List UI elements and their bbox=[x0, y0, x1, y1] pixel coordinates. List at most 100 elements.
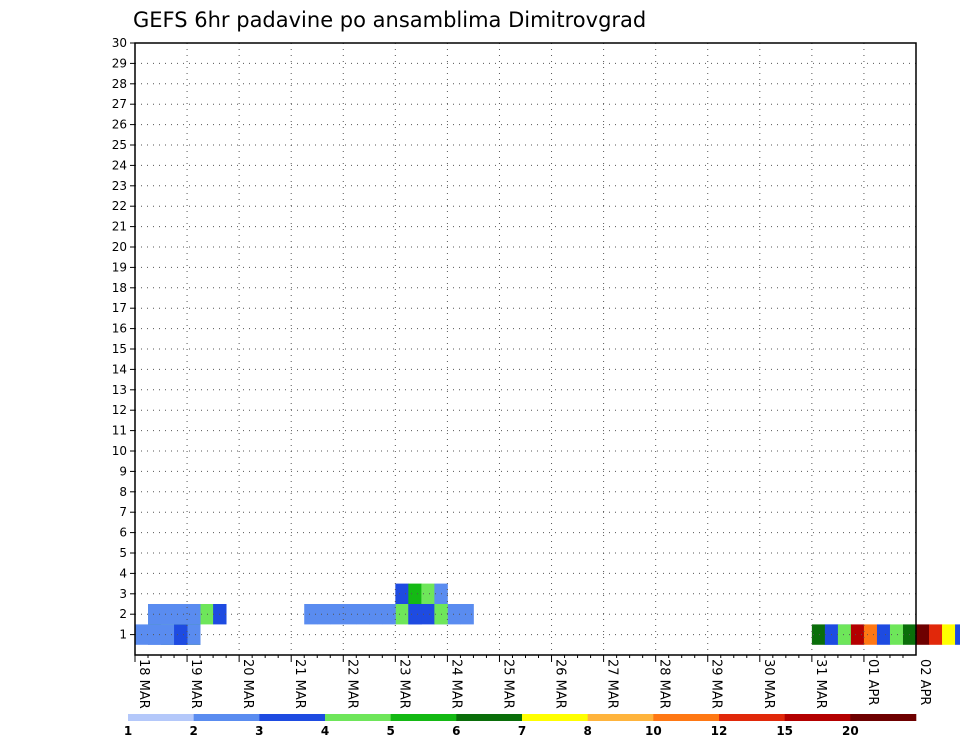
colorbar-label: 6 bbox=[452, 724, 460, 738]
y-tick-label: 10 bbox=[112, 444, 127, 458]
colorbar-label: 7 bbox=[518, 724, 526, 738]
colorbar-segment bbox=[128, 714, 194, 721]
plot-frame bbox=[134, 42, 917, 656]
x-tick-label: 29 MAR bbox=[709, 659, 724, 709]
x-tick-label: 18 MAR bbox=[136, 659, 151, 709]
precip-cell bbox=[382, 604, 396, 625]
x-tick-label: 23 MAR bbox=[396, 659, 411, 709]
y-tick-label: 9 bbox=[119, 464, 127, 478]
precip-cell bbox=[889, 624, 904, 645]
precip-cell bbox=[174, 604, 188, 625]
y-tick-label: 17 bbox=[112, 301, 127, 315]
x-tick-label: 20 MAR bbox=[240, 659, 255, 709]
colorbar-label: 15 bbox=[776, 724, 793, 738]
colorbar-segment bbox=[653, 714, 720, 721]
y-tick-label: 30 bbox=[112, 36, 127, 50]
colorbar-label: 8 bbox=[583, 724, 591, 738]
precip-cell bbox=[148, 604, 162, 625]
precip-cell bbox=[317, 604, 331, 625]
colorbar-segment bbox=[587, 714, 654, 721]
precip-cell bbox=[421, 583, 435, 604]
colorbar-segment bbox=[456, 714, 523, 721]
y-tick-label: 20 bbox=[112, 240, 127, 254]
y-tick-label: 15 bbox=[112, 342, 127, 356]
x-tick-label: 01 APR bbox=[865, 659, 880, 705]
y-tick-label: 11 bbox=[112, 424, 127, 438]
precip-cell bbox=[811, 624, 826, 645]
precip-cell bbox=[850, 624, 865, 645]
cell-layer bbox=[135, 583, 960, 645]
y-axis: 1234567891011121314151617181920212223242… bbox=[112, 36, 135, 642]
precip-cell bbox=[460, 604, 474, 625]
precip-cell bbox=[200, 604, 214, 625]
precip-cell bbox=[837, 624, 852, 645]
y-tick-label: 14 bbox=[112, 362, 127, 376]
y-tick-label: 27 bbox=[112, 97, 127, 111]
colorbar: 1 2 3 4 5 6 7 8 10 12 15 20 bbox=[124, 714, 917, 738]
precip-cell bbox=[343, 604, 357, 625]
precip-cell bbox=[148, 624, 162, 645]
precip-cell bbox=[304, 604, 318, 625]
colorbar-segment bbox=[390, 714, 457, 721]
colorbar-label: 3 bbox=[255, 724, 263, 738]
precip-cell bbox=[161, 604, 175, 625]
y-tick-label: 3 bbox=[119, 587, 127, 601]
y-tick-label: 28 bbox=[112, 77, 127, 91]
x-tick-label: 24 MAR bbox=[448, 659, 463, 709]
y-tick-label: 21 bbox=[112, 220, 127, 234]
colorbar-segment bbox=[325, 714, 391, 721]
x-tick-label: 28 MAR bbox=[657, 659, 672, 709]
y-tick-label: 4 bbox=[119, 566, 127, 580]
y-tick-label: 7 bbox=[119, 505, 127, 519]
x-tick-label: 02 APR bbox=[917, 659, 932, 705]
precip-cell bbox=[942, 624, 956, 645]
precip-cell bbox=[929, 624, 943, 645]
colorbar-label: 2 bbox=[189, 724, 197, 738]
y-tick-label: 24 bbox=[112, 158, 127, 172]
precip-cell bbox=[395, 583, 409, 604]
colorbar-label: 5 bbox=[386, 724, 394, 738]
y-tick-label: 8 bbox=[119, 485, 127, 499]
x-tick-label: 30 MAR bbox=[761, 659, 776, 709]
x-tick-label: 22 MAR bbox=[344, 659, 359, 709]
precip-cell bbox=[408, 604, 422, 625]
x-tick-label: 26 MAR bbox=[553, 659, 568, 709]
precip-cell bbox=[330, 604, 344, 625]
x-tick-label: 27 MAR bbox=[605, 659, 620, 709]
precip-cell bbox=[863, 624, 878, 645]
y-tick-label: 18 bbox=[112, 281, 127, 295]
y-tick-label: 5 bbox=[119, 546, 127, 560]
colorbar-label: 10 bbox=[645, 724, 662, 738]
colorbar-segment bbox=[522, 714, 588, 721]
colorbar-label: 1 bbox=[124, 724, 132, 738]
y-tick-label: 26 bbox=[112, 118, 127, 132]
y-tick-label: 25 bbox=[112, 138, 127, 152]
colorbar-segment bbox=[719, 714, 785, 721]
precip-cell bbox=[369, 604, 383, 625]
colorbar-segment bbox=[784, 714, 851, 721]
y-tick-label: 19 bbox=[112, 260, 127, 274]
colorbar-segment bbox=[259, 714, 326, 721]
colorbar-label: 20 bbox=[842, 724, 859, 738]
precip-cell bbox=[356, 604, 370, 625]
precip-cell bbox=[876, 624, 891, 645]
y-tick-label: 16 bbox=[112, 322, 127, 336]
x-tick-label: 25 MAR bbox=[500, 659, 515, 709]
precip-cell bbox=[174, 624, 188, 645]
precip-cell bbox=[187, 624, 201, 645]
precip-cell bbox=[421, 604, 435, 625]
y-tick-label: 29 bbox=[112, 56, 127, 70]
y-tick-label: 23 bbox=[112, 179, 127, 193]
precip-cell bbox=[161, 624, 175, 645]
precip-cell bbox=[187, 604, 201, 625]
y-tick-label: 13 bbox=[112, 383, 127, 397]
colorbar-label: 4 bbox=[321, 724, 329, 738]
y-tick-label: 6 bbox=[119, 526, 127, 540]
precip-cell bbox=[447, 604, 461, 625]
y-tick-label: 1 bbox=[119, 628, 127, 642]
colorbar-segment bbox=[850, 714, 917, 721]
chart-title: GEFS 6hr padavine po ansamblima Dimitrov… bbox=[133, 8, 646, 32]
precip-cell bbox=[408, 583, 422, 604]
precip-cell bbox=[395, 604, 409, 625]
